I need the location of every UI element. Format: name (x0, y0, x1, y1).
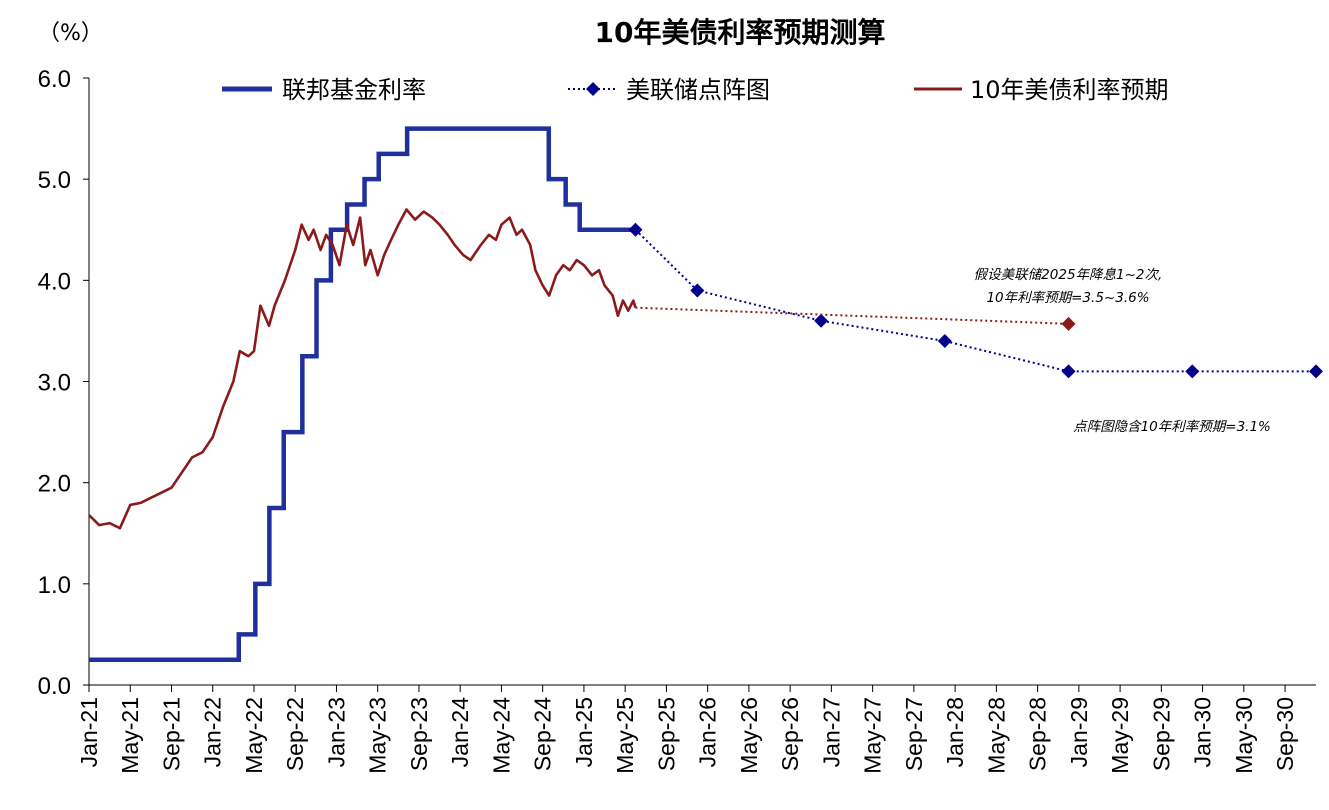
legend-label: 联邦基金利率 (282, 76, 426, 104)
x-tick-label: Sep-22 (282, 697, 308, 771)
y-tick-label: 3.0 (38, 370, 71, 397)
y-tick-label: 2.0 (38, 471, 71, 498)
y-unit-label: （%） (38, 21, 103, 46)
x-tick-label: May-22 (241, 697, 267, 774)
data-point-diamond (937, 334, 952, 349)
x-tick-label: May-21 (117, 697, 143, 774)
y-tick-label: 5.0 (38, 167, 71, 194)
x-tick-label: May-30 (1231, 697, 1257, 774)
legend: 联邦基金利率 美联储点阵图 10年美债利率预期 (222, 76, 1169, 104)
x-tick-label: Sep-30 (1272, 697, 1298, 771)
data-point-diamond (1061, 364, 1076, 379)
series-3 (635, 306, 1076, 331)
x-tick-label: Sep-26 (777, 697, 803, 771)
x-tick-label: May-28 (983, 697, 1009, 774)
x-tick-label: Jan-24 (447, 697, 473, 768)
annotation-assumption: 假设美联储2025年降息1~2次, (974, 267, 1163, 283)
legend-label: 美联储点阵图 (626, 76, 770, 104)
series-0 (89, 126, 636, 662)
data-point-diamond (1185, 364, 1200, 379)
legend-item-10y: 10年美债利率预期 (914, 76, 1169, 104)
x-tick-label: Jan-23 (323, 697, 349, 767)
x-tick-label: Jan-27 (818, 697, 844, 767)
y-tick-label: 1.0 (38, 572, 71, 599)
data-point-diamond (814, 313, 829, 328)
x-tick-label: Sep-29 (1148, 697, 1174, 771)
data-point-diamond (1061, 316, 1076, 331)
series-2 (88, 208, 637, 530)
legend-item-dot-plot: 美联储点阵图 (568, 76, 770, 104)
x-tick-label: Jan-22 (200, 697, 226, 767)
x-tick-label: Jan-30 (1190, 697, 1216, 767)
chart-title: 10年美债利率预期测算 (595, 16, 886, 49)
x-tick-label: May-23 (365, 697, 391, 774)
legend-marker-diamond (586, 82, 600, 96)
x-tick-label: Sep-23 (406, 697, 432, 771)
y-tick-label: 4.0 (38, 268, 71, 295)
x-tick-label: Jan-25 (571, 697, 597, 767)
x-tick-label: May-29 (1107, 697, 1133, 774)
series-dotted-line (634, 229, 1316, 373)
legend-label: 10年美债利率预期 (970, 76, 1169, 104)
x-tick-label: Jan-29 (1066, 697, 1092, 767)
x-ticks: Jan-21 May-21 Sep-21 Jan-22 May-22 Sep-22 Jan-… (76, 685, 1298, 774)
y-tick-label: 6.0 (38, 66, 71, 93)
y-ticks: 0.0 1.0 2.0 3.0 4.0 5.0 6.0 (38, 66, 89, 700)
series-line-fed-funds (89, 126, 636, 662)
data-point-diamond (690, 283, 705, 298)
x-tick-label: May-26 (736, 697, 762, 774)
data-point-diamond (1309, 364, 1323, 379)
x-tick-label: Sep-27 (901, 697, 927, 771)
x-tick-label: Sep-28 (1025, 697, 1051, 771)
series-line-10y (88, 208, 637, 530)
data-point-diamond (628, 222, 643, 237)
x-tick-label: May-27 (860, 697, 886, 774)
x-tick-label: Jan-28 (942, 697, 968, 767)
y-tick-label: 0.0 (38, 673, 71, 700)
series-layer (88, 126, 1323, 662)
annotation-dotplot: 点阵图隐含10年利率预期=3.1% (1073, 419, 1271, 435)
legend-item-fed-funds: 联邦基金利率 (222, 76, 426, 104)
x-tick-label: Sep-25 (653, 697, 679, 771)
series-1 (628, 222, 1323, 379)
series-dotted-line (635, 306, 1069, 325)
x-tick-label: Jan-26 (695, 697, 721, 767)
x-tick-label: May-24 (488, 697, 514, 774)
x-tick-label: Jan-21 (76, 697, 102, 767)
x-tick-label: Sep-21 (158, 697, 184, 771)
x-tick-label: Sep-24 (530, 697, 556, 771)
x-tick-label: May-25 (612, 697, 638, 774)
annotation-range: 10年利率预期=3.5~3.6% (986, 290, 1149, 306)
